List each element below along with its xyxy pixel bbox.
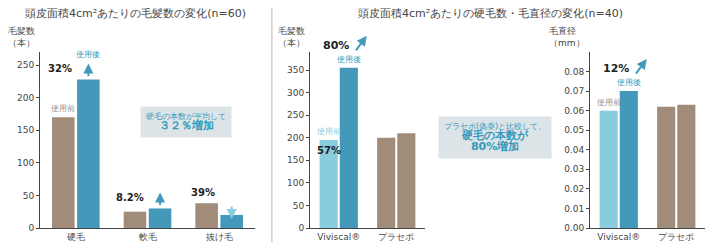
svg-text:0.07: 0.07 <box>564 86 584 96</box>
svg-text:0.02: 0.02 <box>564 184 584 194</box>
svg-text:150: 150 <box>287 155 304 165</box>
svg-text:プラセボ: プラセボ <box>658 232 694 242</box>
svg-text:39%: 39% <box>191 187 215 198</box>
svg-text:100: 100 <box>287 178 304 188</box>
svg-text:57%: 57% <box>317 145 341 156</box>
svg-text:硬毛の本数が平均して３２％増加: 硬毛の本数が平均して３２％増加 <box>146 112 226 132</box>
svg-text:プラセボ: プラセボ <box>378 232 414 242</box>
svg-text:0: 0 <box>28 223 34 233</box>
svg-text:100: 100 <box>17 158 34 168</box>
svg-text:0.03: 0.03 <box>564 164 584 174</box>
svg-text:0.01: 0.01 <box>564 204 584 214</box>
svg-text:使用後: 使用後 <box>617 78 641 87</box>
svg-text:0: 0 <box>298 223 304 233</box>
svg-text:0.04: 0.04 <box>564 145 584 155</box>
svg-text:200: 200 <box>287 133 304 143</box>
svg-text:使用後: 使用後 <box>76 50 100 59</box>
svg-text:0.06: 0.06 <box>564 106 584 116</box>
svg-text:毛髪数（本）: 毛髪数（本） <box>8 26 35 48</box>
svg-text:プラセボ(偽薬)と比較して、硬毛の本数が80%増加: プラセボ(偽薬)と比較して、硬毛の本数が80%増加 <box>444 122 546 153</box>
svg-text:150: 150 <box>17 125 34 135</box>
svg-text:80%: 80% <box>323 39 349 52</box>
svg-text:250: 250 <box>17 60 34 70</box>
svg-text:硬毛: 硬毛 <box>67 232 85 242</box>
svg-text:250: 250 <box>287 110 304 120</box>
svg-text:使用後: 使用後 <box>337 55 361 64</box>
svg-text:Viviscal®: Viviscal® <box>597 232 640 242</box>
svg-text:50: 50 <box>23 191 35 201</box>
svg-text:抜け毛: 抜け毛 <box>206 232 233 242</box>
svg-text:頭皮面積4cm²あたりの硬毛数・毛直径の変化(n=40): 頭皮面積4cm²あたりの硬毛数・毛直径の変化(n=40) <box>358 7 623 20</box>
svg-text:毛髪数（本）: 毛髪数（本） <box>278 26 305 48</box>
svg-text:頭皮面積4cm²あたりの毛髪数の変化(n=60): 頭皮面積4cm²あたりの毛髪数の変化(n=60) <box>25 7 246 20</box>
svg-text:0.05: 0.05 <box>564 125 584 135</box>
svg-text:12%: 12% <box>603 62 629 75</box>
svg-text:使用前: 使用前 <box>51 104 75 113</box>
svg-text:0.00: 0.00 <box>564 223 584 233</box>
svg-text:32%: 32% <box>48 63 72 74</box>
svg-text:50: 50 <box>293 201 305 211</box>
svg-text:Viviscal®: Viviscal® <box>317 232 360 242</box>
svg-text:使用前: 使用前 <box>317 127 341 136</box>
svg-text:0.08: 0.08 <box>564 67 584 77</box>
svg-text:200: 200 <box>17 93 34 103</box>
svg-text:軟毛: 軟毛 <box>139 232 157 242</box>
svg-text:使用前: 使用前 <box>597 98 621 107</box>
svg-text:8.2%: 8.2% <box>116 192 144 203</box>
svg-text:350: 350 <box>287 65 304 75</box>
svg-text:300: 300 <box>287 88 304 98</box>
svg-text:毛直径（mm）: 毛直径（mm） <box>549 26 585 48</box>
